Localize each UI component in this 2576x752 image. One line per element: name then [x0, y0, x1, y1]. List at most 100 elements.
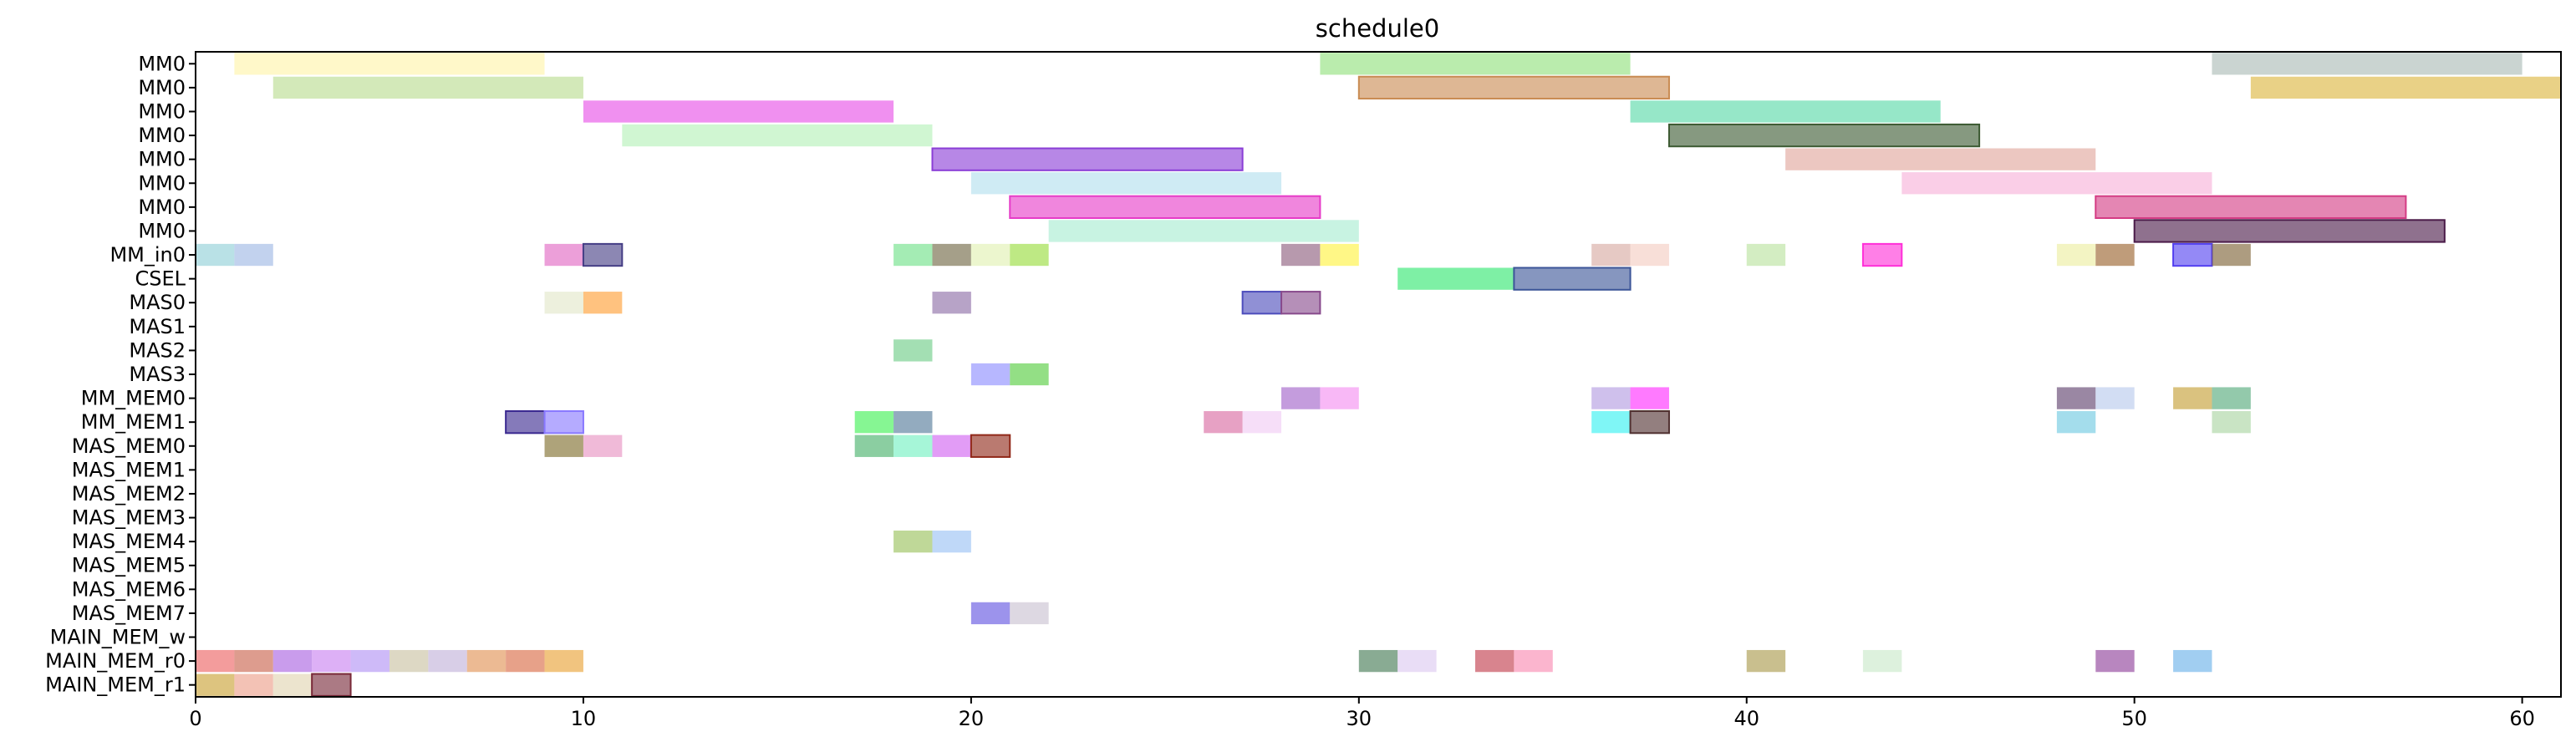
task-bar-70	[893, 530, 933, 553]
task-bar-18	[196, 243, 235, 267]
plot-frame	[195, 51, 2562, 698]
task-bar-51	[2095, 387, 2135, 409]
task-bar-61	[1629, 410, 1670, 434]
task-bar-10	[931, 147, 1244, 171]
task-bar-52	[2173, 387, 2212, 409]
y-tick-label: MM0	[138, 52, 186, 75]
x-tick-label: 30	[1347, 707, 1372, 730]
task-bar-75	[234, 649, 273, 673]
y-tick-label: MAIN_MEM_w	[50, 626, 186, 649]
y-tick-label: MAS3	[129, 363, 186, 386]
x-tick-label: 40	[1733, 707, 1759, 730]
task-bar-95	[311, 673, 352, 697]
task-bar-39	[583, 292, 623, 314]
y-tick-label: MM_in0	[109, 243, 186, 267]
task-bar-65	[583, 434, 623, 457]
task-bar-35	[2212, 243, 2251, 267]
y-tick-label: MAS1	[129, 315, 186, 338]
task-bar-85	[1397, 649, 1437, 673]
task-bar-41	[1241, 291, 1283, 315]
y-tick-label: MAIN_MEM_r1	[45, 673, 186, 697]
y-tick-label: MAS_MEM4	[72, 530, 186, 553]
bars-layer	[196, 53, 2561, 697]
task-bar-13	[1901, 172, 2212, 195]
y-tick-labels: MM0MM0MM0MM0MM0MM0MM0MM0MM_in0CSELMAS0MA…	[45, 52, 196, 697]
task-bar-83	[544, 649, 583, 673]
task-bar-19	[234, 243, 273, 267]
task-bar-27	[1320, 243, 1359, 267]
task-bar-86	[1474, 649, 1515, 673]
task-bar-7	[1630, 100, 1941, 123]
task-bar-60	[1591, 411, 1631, 434]
y-tick-label: MAS_MEM3	[72, 506, 186, 530]
task-bar-46	[1281, 387, 1321, 409]
task-bar-44	[970, 363, 1011, 386]
x-tick-label: 10	[571, 707, 597, 730]
task-bar-53	[2212, 387, 2251, 409]
task-bar-72	[970, 602, 1011, 625]
task-bar-29	[1630, 243, 1669, 267]
task-bar-57	[893, 411, 933, 434]
y-tick-label: MAS_MEM0	[72, 434, 186, 458]
y-tick-label: MM_MEM0	[81, 387, 186, 410]
task-bar-30	[1746, 243, 1786, 267]
task-bar-71	[932, 530, 971, 553]
x-tick-label: 50	[2121, 707, 2147, 730]
task-bar-81	[466, 649, 507, 673]
y-tick-label: MM_MEM1	[81, 410, 186, 434]
y-tick-label: MAS_MEM5	[72, 554, 186, 577]
task-bar-89	[1862, 649, 1902, 673]
x-tick-label: 60	[2509, 707, 2535, 730]
task-bar-59	[1242, 411, 1282, 434]
y-tick-label: MM0	[138, 99, 186, 123]
y-tick-label: MAS2	[129, 338, 186, 362]
task-bar-1	[1320, 53, 1631, 75]
task-bar-3	[272, 76, 583, 99]
task-bar-92	[196, 673, 235, 696]
task-bar-12	[970, 172, 1282, 195]
task-bar-8	[622, 124, 933, 147]
task-bar-49	[1630, 387, 1669, 409]
y-tick-label: MM0	[138, 196, 186, 219]
task-bar-23	[932, 243, 971, 267]
y-tick-label: MM0	[138, 219, 186, 242]
task-bar-37	[1513, 267, 1632, 291]
task-bar-87	[1514, 649, 1553, 673]
task-bar-50	[2056, 387, 2096, 409]
task-bar-14	[1009, 195, 1321, 220]
task-bar-40	[932, 292, 971, 314]
task-bar-54	[505, 410, 546, 434]
task-bar-62	[2056, 411, 2096, 434]
task-bar-11	[1785, 148, 2096, 170]
task-bar-2	[2212, 53, 2523, 75]
task-bar-21	[582, 242, 624, 267]
task-bar-67	[893, 434, 933, 457]
task-bar-82	[506, 649, 545, 673]
task-bar-24	[970, 243, 1011, 267]
task-bar-78	[350, 649, 389, 673]
task-bar-47	[1320, 387, 1359, 409]
task-bar-43	[893, 339, 933, 362]
task-bar-15	[2095, 195, 2407, 220]
task-bar-88	[1746, 649, 1786, 673]
task-bar-69	[970, 434, 1011, 458]
x-tick-label: 20	[959, 707, 985, 730]
task-bar-64	[544, 434, 583, 457]
y-tick-label: MM0	[138, 76, 186, 99]
task-bar-77	[312, 649, 351, 673]
task-bar-74	[196, 649, 235, 673]
task-bar-36	[1397, 267, 1515, 290]
task-bar-93	[234, 673, 273, 696]
y-tick-label: MAS_MEM2	[72, 482, 186, 506]
task-bar-33	[2095, 243, 2135, 267]
task-bar-5	[2250, 76, 2561, 99]
task-bar-32	[2056, 243, 2096, 267]
task-bar-25	[1010, 243, 1049, 267]
task-bar-22	[893, 243, 933, 267]
y-tick-label: MM0	[138, 124, 186, 147]
y-tick-label: CSEL	[135, 267, 186, 291]
task-bar-9	[1667, 123, 1981, 148]
task-bar-17	[2133, 219, 2446, 243]
task-bar-42	[1280, 291, 1321, 315]
